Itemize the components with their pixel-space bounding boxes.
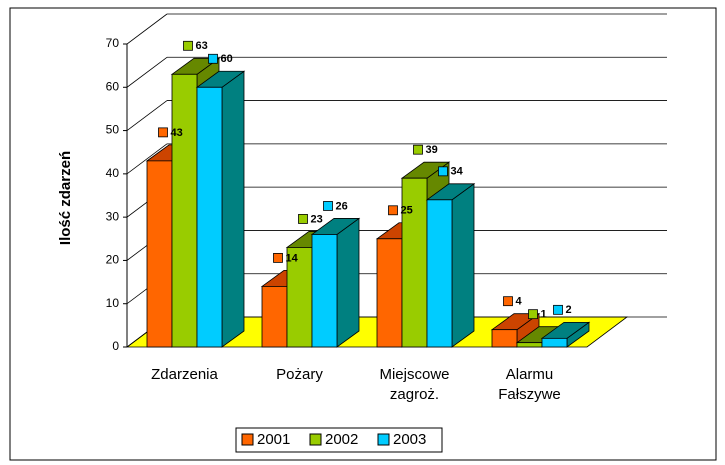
legend-box (235, 427, 443, 453)
bar-front (516, 342, 543, 348)
value-marker (158, 127, 168, 138)
y-tick-label: 30 (106, 209, 120, 223)
value-label: 39 (426, 144, 438, 156)
value-marker (323, 201, 333, 211)
value-label: 26 (336, 200, 348, 212)
bar-side (221, 70, 245, 348)
legend-swatch (309, 433, 322, 446)
x-tick-label: Zdarzenia (151, 366, 218, 383)
value-label: 60 (221, 53, 233, 65)
legend-label: 2003 (393, 431, 426, 448)
bar (195, 70, 246, 348)
bar (425, 183, 476, 348)
bar-front (376, 238, 403, 348)
y-tick-label: 20 (106, 253, 120, 267)
y-tick-label: 50 (106, 123, 120, 137)
bar (310, 217, 361, 348)
value-label: 23 (311, 213, 323, 225)
legend: 2001 2002 2003 (235, 427, 443, 453)
x-tick-label: Miejscowe zagroż. (379, 366, 449, 403)
value-marker (208, 53, 218, 64)
value-marker (553, 304, 563, 315)
value-marker (438, 166, 448, 177)
y-tick-label: 60 (106, 79, 120, 93)
y-tick-label: 0 (112, 339, 119, 353)
value-marker (298, 214, 308, 224)
y-tick-label: 40 (106, 166, 120, 180)
grid-line (126, 100, 168, 131)
grid-line (126, 13, 168, 45)
value-label: 14 (286, 252, 299, 264)
bar-side (336, 217, 360, 348)
value-marker (183, 40, 193, 51)
grid-line (126, 56, 168, 88)
legend-label: 2001 (257, 431, 290, 448)
value-marker (413, 144, 423, 155)
value-label: 43 (171, 127, 183, 139)
value-marker (273, 252, 283, 263)
legend-swatch (241, 433, 254, 446)
bar-front (261, 285, 288, 348)
value-label: 2 (566, 304, 572, 316)
bar-front (146, 160, 173, 348)
bar-front (426, 199, 453, 348)
bar-front (311, 234, 338, 348)
value-label: 34 (451, 166, 464, 178)
value-label: 25 (401, 205, 413, 217)
bar-front (541, 337, 568, 348)
x-tick-label: Alarmu Fałszywe (498, 366, 561, 403)
value-label: 63 (196, 40, 208, 52)
bar-front (491, 329, 518, 348)
chart-frame (9, 7, 717, 461)
bar (540, 321, 591, 348)
value-marker (503, 296, 513, 307)
value-marker (528, 309, 538, 320)
y-tick-label: 10 (106, 296, 120, 310)
bar-front (196, 86, 223, 348)
legend-swatch (377, 433, 390, 446)
y-tick-label: 70 (106, 36, 120, 50)
value-label: 4 (516, 296, 523, 308)
legend-label: 2002 (325, 431, 358, 448)
bar-front (401, 177, 428, 348)
value-label: 1 (541, 309, 547, 321)
y-axis-title: Ilość zdarzeń (57, 151, 74, 245)
x-tick-label: Pożary (276, 366, 323, 383)
value-marker (388, 205, 398, 216)
bar-front (171, 73, 198, 348)
grid-line (126, 143, 168, 175)
bar-side (451, 183, 475, 348)
